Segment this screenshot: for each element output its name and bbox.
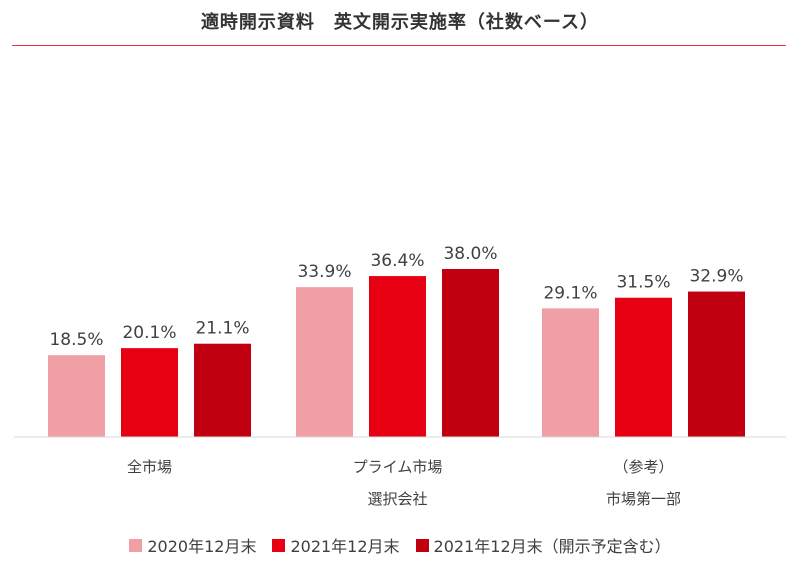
data-label-s2-c0: 21.1%: [195, 319, 249, 339]
bar-s1-c2: [615, 297, 672, 437]
title-underline: [12, 45, 786, 46]
legend-swatch-1: [272, 538, 286, 552]
bar-s0-c2: [542, 308, 599, 437]
bar-s2-c1: [442, 269, 499, 437]
data-label-s0-c2: 29.1%: [543, 283, 597, 303]
legend-item-1: 2021年12月末: [272, 533, 400, 557]
data-label-s0-c1: 33.9%: [297, 262, 351, 282]
category-label-1-line-0: プライム市場: [353, 458, 443, 476]
category-label-1-line-1: 選択会社: [367, 490, 427, 508]
legend-label-2: 2021年12月末（開示予定含む）: [433, 537, 671, 556]
data-label-s1-c0: 20.1%: [122, 323, 176, 343]
bar-s2-c2: [688, 291, 745, 437]
data-label-s2-c1: 38.0%: [443, 244, 497, 264]
data-label-s1-c2: 31.5%: [616, 273, 670, 293]
category-label-2-line-1: 市場第一部: [606, 490, 681, 508]
legend: 2020年12月末 2021年12月末 2021年12月末（開示予定含む）: [0, 533, 800, 557]
legend-item-2: 2021年12月末（開示予定含む）: [415, 533, 671, 557]
legend-item-0: 2020年12月末: [129, 533, 256, 557]
bar-s1-c0: [121, 348, 178, 437]
data-label-s1-c1: 36.4%: [370, 251, 424, 271]
legend-label-1: 2021年12月末: [290, 537, 400, 556]
category-label-0-line-0: 全市場: [127, 458, 172, 476]
data-label-s0-c0: 18.5%: [49, 330, 103, 350]
bar-s0-c0: [48, 355, 105, 437]
bar-s0-c1: [296, 287, 353, 437]
bar-s1-c1: [369, 276, 426, 437]
bar-chart: 18.5% 33.9% 29.1% 20.1% 36.4% 31.5% 21.1% 38.0%…: [14, 244, 786, 508]
legend-label-0: 2020年12月末: [147, 537, 257, 556]
bar-s2-c0: [194, 343, 251, 437]
legend-swatch-0: [129, 538, 143, 552]
category-label-2-line-0: （参考）: [613, 458, 673, 476]
chart-title: 適時開示資料 英文開示実施率（社数ベース）: [200, 12, 600, 33]
data-label-s2-c2: 32.9%: [689, 267, 743, 287]
legend-swatch-2: [415, 538, 429, 552]
